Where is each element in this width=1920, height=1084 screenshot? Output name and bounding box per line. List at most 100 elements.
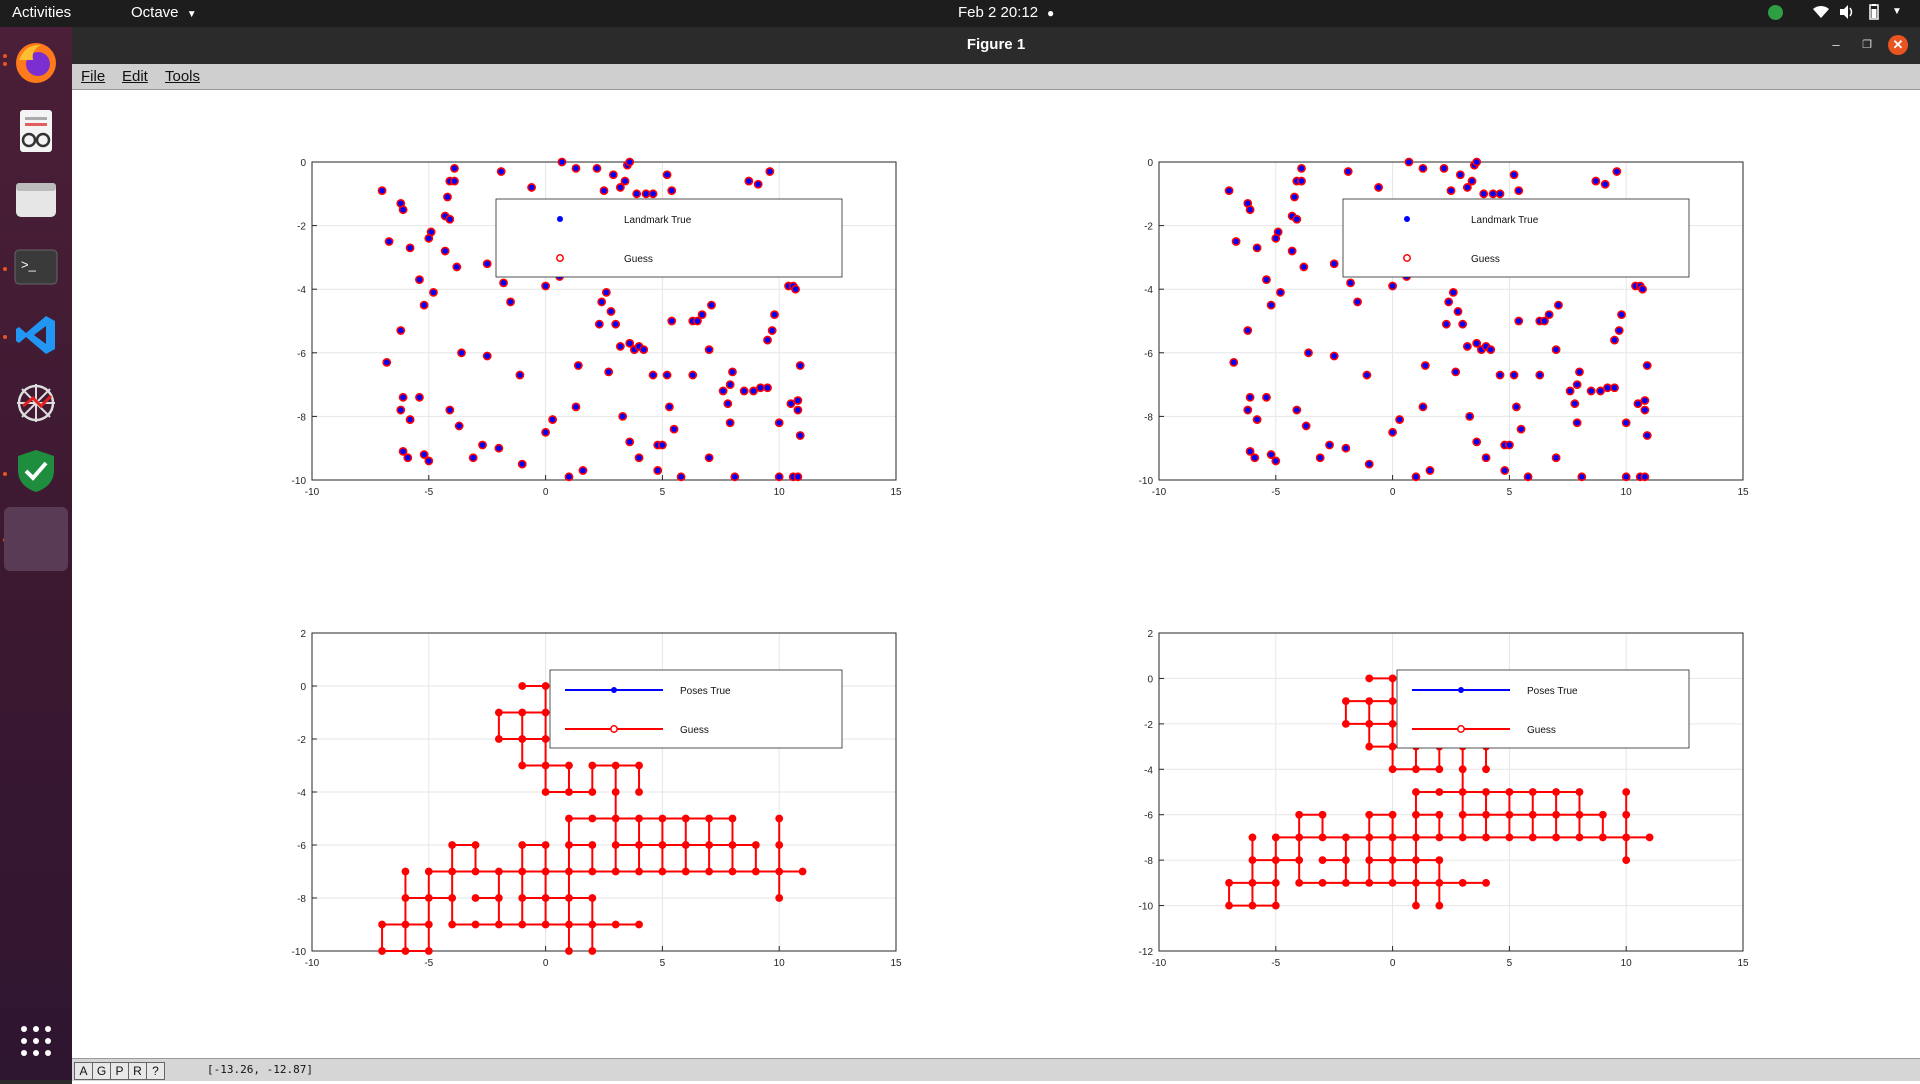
document-viewer-icon[interactable]: [8, 103, 64, 159]
grid-toggle-button[interactable]: G: [92, 1062, 111, 1080]
pose-guess-point: [611, 814, 620, 823]
pose-guess-point: [1412, 878, 1420, 887]
terminal-icon[interactable]: >_: [8, 239, 64, 295]
landmark-guess-point: [1472, 338, 1482, 348]
landmark-true-point: [649, 371, 657, 379]
autoscale-button[interactable]: A: [74, 1062, 93, 1080]
firefox-icon[interactable]: [8, 35, 64, 91]
axes-box: [1158, 632, 1744, 952]
rotate-button[interactable]: R: [128, 1062, 147, 1080]
pose-guess-point: [1482, 833, 1490, 842]
landmark-guess-point: [704, 453, 714, 463]
landmark-true-point: [1272, 234, 1280, 242]
security-status-icon[interactable]: [1768, 5, 1783, 20]
landmark-guess-point: [1341, 443, 1351, 453]
legend-marker-guess: [610, 725, 618, 733]
landmark-guess-point: [608, 170, 618, 180]
landmark-guess-point: [744, 176, 754, 186]
pose-guess-point: [588, 761, 597, 770]
activities-button[interactable]: Activities: [12, 4, 72, 21]
landmark-guess-point: [1551, 453, 1561, 463]
landmark-guess-point: [1243, 326, 1253, 335]
landmark-true-point: [668, 187, 676, 195]
landmark-true-point: [1480, 190, 1488, 198]
app-menu[interactable]: Octave ▼: [131, 4, 197, 21]
vscode-icon[interactable]: [8, 307, 64, 363]
legend-box: [1342, 198, 1690, 278]
landmark-true-point: [1244, 406, 1252, 414]
landmark-guess-point: [1266, 450, 1276, 459]
system-menu-chevron-icon[interactable]: ▼: [1892, 6, 1902, 17]
landmark-true-point: [1603, 384, 1612, 392]
landmark-true-point: [1363, 371, 1371, 379]
files-icon[interactable]: [8, 171, 64, 227]
landmark-true-point: [415, 393, 424, 401]
landmark-true-point: [385, 237, 393, 246]
landmark-guess-point: [1315, 453, 1325, 463]
window-titlebar[interactable]: Figure 1 – ❐ ✕: [72, 27, 1920, 64]
show-applications-icon[interactable]: [8, 1013, 64, 1069]
network-tool-icon[interactable]: [8, 375, 64, 431]
landmark-true-point: [1440, 164, 1448, 172]
landmark-true-point: [450, 177, 459, 185]
landmark-guess-point: [1577, 472, 1587, 482]
pose-guess-point: [1388, 833, 1397, 842]
legend-label: Landmark True: [1471, 215, 1539, 226]
landmark-guess-point: [1245, 205, 1255, 215]
menu-edit[interactable]: Edit: [122, 68, 148, 85]
pose-guess-point: [1341, 697, 1350, 706]
landmark-true-point: [1571, 400, 1579, 408]
running-indicator: [3, 472, 7, 476]
pose-guess-point: [1412, 901, 1420, 910]
landmark-true-point: [1251, 454, 1259, 462]
pose-guess-point: [1341, 833, 1350, 842]
octave-figure-window-icon[interactable]: [4, 507, 68, 571]
minimize-icon[interactable]: –: [1832, 37, 1840, 52]
pan-button[interactable]: P: [110, 1062, 129, 1080]
landmark-true-point: [1601, 180, 1609, 188]
x-tick-label: -10: [305, 958, 320, 969]
landmark-guess-point: [1343, 167, 1353, 176]
wifi-icon[interactable]: [1812, 4, 1830, 24]
landmark-true-point: [796, 431, 804, 440]
landmark-true-point: [1346, 279, 1355, 287]
menu-file[interactable]: File: [81, 68, 106, 85]
pose-guess-point: [1505, 833, 1514, 842]
pose-guess-point: [1365, 833, 1374, 842]
running-indicator: [3, 62, 7, 66]
clock[interactable]: Feb 2 20:12: [958, 4, 1039, 21]
landmark-guess-point: [1554, 300, 1563, 310]
pose-guess-point: [424, 920, 433, 929]
volume-icon[interactable]: [1838, 4, 1856, 24]
maximize-icon[interactable]: ❐: [1862, 39, 1872, 51]
landmark-true-point: [705, 454, 713, 462]
figure-canvas[interactable]: -10 -5 0 5 10 15 -10 -8 -6 -4 -2 0 Landmark True Gues…: [72, 90, 1920, 1058]
pose-guess-point: [611, 761, 620, 770]
landmark-guess-point: [618, 411, 628, 421]
close-icon[interactable]: ✕: [1888, 35, 1908, 55]
landmark-true-point: [1575, 368, 1584, 376]
pose-guess-point: [588, 920, 597, 929]
x-tick-label: -10: [1152, 487, 1167, 498]
y-tick-label: -8: [297, 894, 306, 905]
pose-guess-point: [611, 788, 620, 796]
security-shield-icon[interactable]: [8, 443, 64, 499]
menu-tools[interactable]: Tools: [165, 68, 201, 85]
landmark-true-point: [1297, 177, 1306, 185]
pose-guess-point: [1341, 719, 1350, 728]
landmark-guess-point: [1346, 278, 1355, 288]
plot-canvas[interactable]: -10 -5 0 5 10 15 -10 -8 -6 -4 -2 0 Landmark True Gues…: [72, 90, 1920, 1084]
landmark-true-point: [399, 393, 407, 401]
landmark-true-point: [1325, 441, 1334, 449]
y-tick-label: -8: [1144, 856, 1153, 867]
help-button[interactable]: ?: [146, 1062, 165, 1080]
landmark-true-point: [794, 396, 802, 405]
landmark-true-point: [446, 406, 454, 414]
landmark-true-point: [670, 425, 678, 433]
landmark-true-point: [399, 206, 407, 214]
landmark-guess-point: [424, 233, 434, 243]
battery-icon[interactable]: [1868, 4, 1880, 24]
pose-guess-point: [1365, 878, 1374, 887]
landmark-guess-point: [625, 338, 635, 348]
landmark-true-point: [478, 441, 487, 449]
